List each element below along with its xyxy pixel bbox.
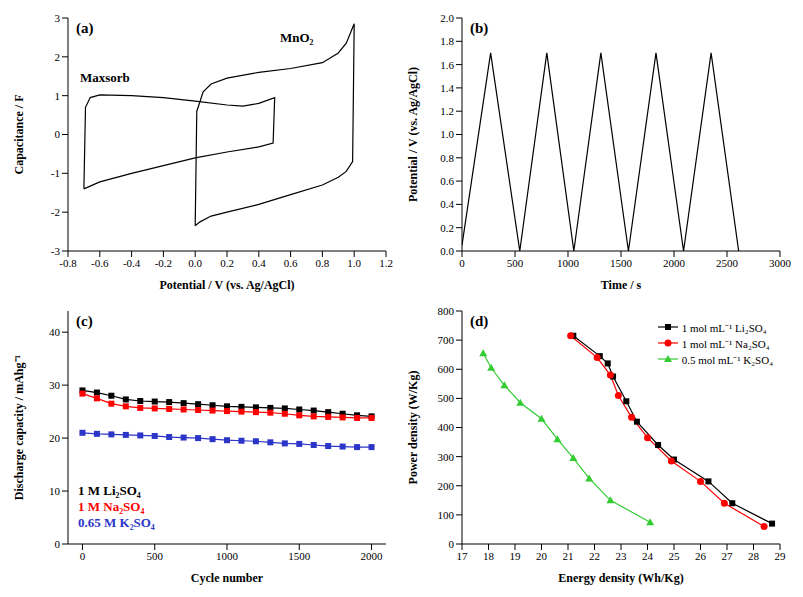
svg-text:1.0: 1.0 [440, 128, 454, 140]
svg-text:24: 24 [642, 550, 654, 562]
svg-text:1000: 1000 [216, 550, 239, 562]
svg-text:300: 300 [438, 451, 455, 463]
svg-text:1.2: 1.2 [440, 105, 454, 117]
svg-text:2.0: 2.0 [440, 12, 454, 24]
svg-text:Power density (W/Kg): Power density (W/Kg) [406, 371, 420, 485]
svg-text:3000: 3000 [769, 257, 792, 269]
svg-text:40: 40 [49, 326, 61, 338]
svg-text:23: 23 [616, 550, 628, 562]
svg-text:29: 29 [775, 550, 787, 562]
svg-text:0: 0 [449, 538, 455, 550]
html-text:Maxsorb: Maxsorb [80, 70, 130, 85]
svg-text:Potential / V (vs. Ag/AgCl): Potential / V (vs. Ag/AgCl) [406, 67, 420, 202]
svg-text:2000: 2000 [663, 257, 686, 269]
svg-text:10: 10 [49, 485, 61, 497]
html-text:0.65 M K₂SO₄: 0.65 M K₂SO₄ [78, 515, 155, 530]
svg-text:2500: 2500 [716, 257, 739, 269]
html-text:(b): (b) [470, 20, 489, 36]
svg-text:200: 200 [438, 480, 455, 492]
svg-text:Time / s: Time / s [601, 278, 642, 292]
svg-text:0.8: 0.8 [440, 152, 454, 164]
svg-text:Capacitance / F: Capacitance / F [12, 95, 26, 175]
svg-text:400: 400 [438, 421, 455, 433]
svg-text:500: 500 [146, 550, 163, 562]
svg-text:0.6: 0.6 [284, 257, 298, 269]
svg-text:-1: -1 [51, 167, 60, 179]
svg-text:-0.8: -0.8 [59, 257, 77, 269]
svg-text:-0.2: -0.2 [155, 257, 172, 269]
svg-text:-2: -2 [51, 206, 60, 218]
svg-text:0.2: 0.2 [440, 222, 454, 234]
svg-text:3: 3 [55, 12, 61, 24]
svg-text:-0.4: -0.4 [123, 257, 141, 269]
html-text:(d): (d) [470, 313, 489, 329]
svg-text:20: 20 [49, 432, 61, 444]
svg-text:28: 28 [748, 550, 760, 562]
svg-text:1.0: 1.0 [347, 257, 361, 269]
html-text:MnO₂: MnO₂ [280, 30, 314, 45]
svg-text:0.0: 0.0 [440, 245, 454, 257]
svg-text:800: 800 [438, 305, 455, 317]
svg-text:0.4: 0.4 [252, 257, 266, 269]
svg-text:1.8: 1.8 [440, 35, 454, 47]
svg-text:-3: -3 [51, 245, 61, 257]
svg-text:20: 20 [536, 550, 548, 562]
svg-text:600: 600 [438, 363, 455, 375]
svg-text:0.6: 0.6 [440, 175, 454, 187]
svg-text:0: 0 [55, 128, 61, 140]
svg-text:0: 0 [80, 550, 86, 562]
svg-text:18: 18 [483, 550, 495, 562]
html-text:0.5 mol mL⁻¹ K₂SO₄: 0.5 mol mL⁻¹ K₂SO₄ [681, 353, 773, 366]
svg-text:Energy density (Wh/Kg): Energy density (Wh/Kg) [558, 571, 683, 585]
svg-text:1.2: 1.2 [379, 257, 393, 269]
svg-text:19: 19 [510, 550, 522, 562]
svg-text:2: 2 [55, 51, 61, 63]
svg-text:2000: 2000 [361, 550, 384, 562]
svg-text:21: 21 [563, 550, 574, 562]
html-text:(a): (a) [76, 20, 94, 36]
svg-text:1500: 1500 [288, 550, 311, 562]
svg-text:26: 26 [695, 550, 707, 562]
svg-text:500: 500 [507, 257, 524, 269]
svg-text:Discharge capacity / mAhg⁻¹: Discharge capacity / mAhg⁻¹ [12, 354, 26, 500]
svg-text:700: 700 [438, 334, 455, 346]
html-text:1 M Li₂SO₄: 1 M Li₂SO₄ [78, 483, 141, 498]
svg-text:1.4: 1.4 [440, 82, 454, 94]
svg-text:1500: 1500 [610, 257, 633, 269]
svg-text:25: 25 [669, 550, 681, 562]
svg-text:1: 1 [55, 90, 61, 102]
svg-text:-0.6: -0.6 [91, 257, 109, 269]
html-text:1 M Na₂SO₄: 1 M Na₂SO₄ [78, 499, 145, 514]
svg-text:500: 500 [438, 392, 455, 404]
svg-text:100: 100 [438, 509, 455, 521]
svg-text:0: 0 [459, 257, 465, 269]
svg-text:0.2: 0.2 [220, 257, 234, 269]
svg-text:0.4: 0.4 [440, 198, 454, 210]
svg-text:22: 22 [589, 550, 600, 562]
html-text:1 mol mL⁻¹ Li₂SO₄: 1 mol mL⁻¹ Li₂SO₄ [681, 321, 767, 334]
svg-text:27: 27 [722, 550, 734, 562]
svg-text:1.6: 1.6 [440, 59, 454, 71]
svg-text:Cycle number: Cycle number [191, 571, 264, 585]
html-text:1 mol mL⁻¹ Na₂SO₄: 1 mol mL⁻¹ Na₂SO₄ [681, 337, 770, 350]
svg-text:17: 17 [457, 550, 469, 562]
svg-text:Potential / V (vs. Ag/AgCl): Potential / V (vs. Ag/AgCl) [159, 278, 294, 292]
svg-text:0: 0 [55, 538, 61, 550]
html-text:(c): (c) [76, 313, 93, 329]
svg-text:1000: 1000 [557, 257, 580, 269]
svg-text:0.0: 0.0 [188, 257, 202, 269]
svg-text:30: 30 [49, 379, 61, 391]
svg-text:0.8: 0.8 [316, 257, 330, 269]
